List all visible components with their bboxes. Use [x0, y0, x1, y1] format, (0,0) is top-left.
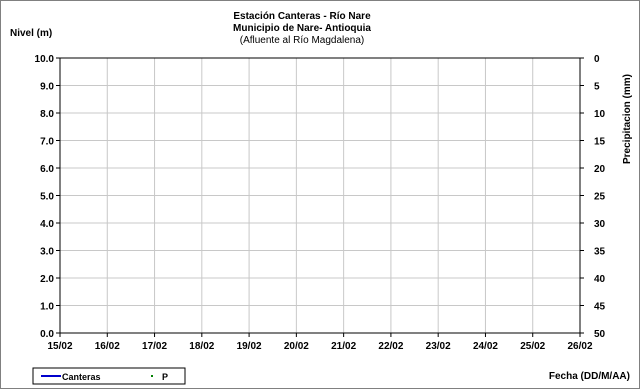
y2-tick-label: 0 [594, 54, 600, 65]
y2-tick-label: 40 [594, 274, 606, 285]
x-tick-label: 19/02 [237, 341, 262, 352]
x-tick-label: 26/02 [567, 341, 592, 352]
y2-tick-label: 15 [594, 137, 606, 148]
chart-title-line-1: Estación Canteras - Río Nare [233, 11, 371, 22]
y-tick-labels: 0.0 1.0 2.0 3.0 4.0 5.0 6.0 7.0 8.0 9.0 10.0 [35, 54, 55, 340]
y2-tick-label: 35 [594, 247, 606, 258]
x-tick-label: 25/02 [520, 341, 545, 352]
y2-tick-label: 20 [594, 164, 606, 175]
x-axis-title: Fecha (DD/M/AA) [549, 371, 630, 382]
y-tick-label: 5.0 [40, 192, 54, 203]
legend-label-canteras: Canteras [62, 372, 101, 382]
x-tick-label: 15/02 [47, 341, 72, 352]
y-tick-label: 4.0 [40, 219, 54, 230]
y2-tick-label: 50 [594, 329, 606, 340]
y-tick-label: 7.0 [40, 137, 54, 148]
x-tick-label: 18/02 [189, 341, 214, 352]
gridlines [60, 58, 580, 333]
x-tick-label: 23/02 [426, 341, 451, 352]
y-tick-label: 6.0 [40, 164, 54, 175]
x-tick-label: 21/02 [331, 341, 356, 352]
x-tick-label: 16/02 [95, 341, 120, 352]
legend-label-p: P [162, 372, 168, 382]
y-tick-label: 8.0 [40, 109, 54, 120]
chart-title-line-2: Municipio de Nare- Antioquia [233, 23, 371, 34]
chart-subtitle: (Afluente al Río Magdalena) [240, 35, 365, 46]
y-tick-label: 3.0 [40, 247, 54, 258]
y2-tick-label: 30 [594, 219, 606, 230]
y2-tick-label: 5 [594, 82, 600, 93]
axis-ticks [56, 57, 584, 337]
x-tick-label: 22/02 [378, 341, 403, 352]
y2-tick-label: 10 [594, 109, 606, 120]
y-tick-label: 2.0 [40, 274, 54, 285]
y-axis-title: Nivel (m) [10, 28, 52, 39]
x-tick-label: 17/02 [142, 341, 167, 352]
y-tick-label: 1.0 [40, 302, 54, 313]
x-tick-label: 20/02 [284, 341, 309, 352]
x-tick-labels: 15/02 16/02 17/02 18/02 19/02 20/02 21/02 22/02… [47, 341, 592, 352]
legend-swatch-p [151, 375, 153, 377]
y2-tick-label: 25 [594, 192, 606, 203]
y-tick-label: 10.0 [35, 54, 55, 65]
legend-box [32, 367, 186, 385]
y-tick-label: 0.0 [40, 329, 54, 340]
y-tick-label: 9.0 [40, 82, 54, 93]
y2-tick-label: 45 [594, 302, 606, 313]
y2-tick-labels: 0 5 10 15 20 25 30 35 40 45 50 [594, 54, 606, 340]
x-tick-label: 24/02 [473, 341, 498, 352]
y2-axis-title: Precipitacion (mm) [622, 74, 633, 164]
legend: Canteras P [32, 367, 186, 385]
